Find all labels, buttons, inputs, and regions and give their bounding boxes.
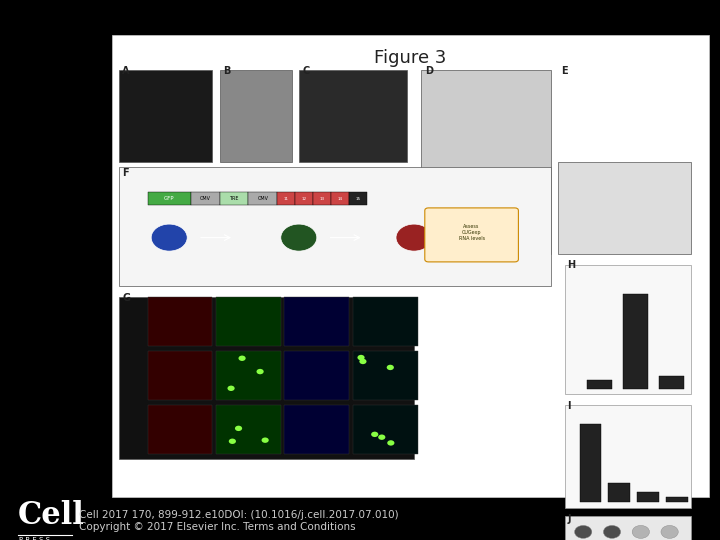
- Bar: [295, 192, 313, 205]
- Circle shape: [603, 525, 621, 538]
- Circle shape: [371, 431, 378, 437]
- Circle shape: [632, 525, 649, 538]
- Bar: [580, 424, 601, 502]
- Circle shape: [281, 224, 317, 251]
- Circle shape: [235, 426, 242, 431]
- Bar: [216, 405, 281, 454]
- Bar: [659, 376, 684, 389]
- Bar: [623, 294, 648, 389]
- Text: GFP: GFP: [164, 196, 174, 201]
- Text: 14: 14: [338, 197, 342, 201]
- Bar: [148, 297, 212, 346]
- Circle shape: [359, 359, 366, 364]
- Bar: [637, 492, 659, 502]
- Bar: [299, 70, 407, 162]
- Text: 13: 13: [319, 197, 325, 201]
- Text: A: A: [122, 66, 130, 77]
- Text: 12: 12: [301, 197, 307, 201]
- Text: Cell 2017 170, 899-912.e10DOI: (10.1016/j.cell.2017.07.010)
Copyright © 2017 Els: Cell 2017 170, 899-912.e10DOI: (10.1016/…: [79, 510, 399, 532]
- Circle shape: [387, 440, 395, 445]
- Bar: [587, 380, 612, 389]
- Text: H: H: [567, 260, 575, 271]
- Text: CMV: CMV: [257, 196, 269, 201]
- Bar: [284, 351, 349, 400]
- Circle shape: [261, 437, 269, 443]
- Text: E: E: [562, 66, 568, 77]
- Bar: [148, 192, 191, 205]
- Text: 11: 11: [284, 197, 288, 201]
- Bar: [349, 192, 367, 205]
- Text: C: C: [302, 66, 310, 77]
- Bar: [565, 405, 691, 508]
- Circle shape: [228, 386, 235, 391]
- Circle shape: [151, 224, 187, 251]
- Bar: [353, 405, 418, 454]
- Circle shape: [396, 224, 432, 251]
- Bar: [313, 192, 331, 205]
- Circle shape: [357, 355, 364, 360]
- Bar: [558, 162, 691, 254]
- Bar: [353, 297, 418, 346]
- Bar: [565, 516, 691, 540]
- Bar: [119, 297, 414, 459]
- Text: Assess
CUGexp
RNA levels: Assess CUGexp RNA levels: [459, 224, 485, 240]
- Text: D: D: [425, 66, 433, 77]
- Bar: [608, 483, 630, 502]
- Text: TRE: TRE: [229, 196, 239, 201]
- Bar: [148, 405, 212, 454]
- Bar: [191, 192, 220, 205]
- Bar: [248, 192, 277, 205]
- Text: P R E S S: P R E S S: [19, 537, 50, 540]
- Bar: [119, 167, 551, 286]
- Circle shape: [661, 525, 678, 538]
- Bar: [148, 351, 212, 400]
- Text: I: I: [567, 401, 571, 411]
- FancyBboxPatch shape: [425, 208, 518, 262]
- Circle shape: [229, 438, 236, 444]
- Bar: [119, 70, 212, 162]
- Bar: [331, 192, 349, 205]
- Text: J: J: [567, 514, 571, 524]
- Bar: [277, 192, 295, 205]
- Bar: [565, 265, 691, 394]
- Text: 15: 15: [355, 197, 361, 201]
- Circle shape: [387, 364, 394, 370]
- Bar: [284, 405, 349, 454]
- Bar: [666, 497, 688, 502]
- Text: Cell: Cell: [18, 500, 85, 530]
- Bar: [216, 297, 281, 346]
- Bar: [220, 192, 248, 205]
- Bar: [353, 351, 418, 400]
- Text: CMV: CMV: [199, 196, 211, 201]
- Bar: [421, 70, 551, 254]
- Bar: [284, 297, 349, 346]
- Bar: [220, 70, 292, 162]
- Circle shape: [256, 369, 264, 374]
- Circle shape: [575, 525, 592, 538]
- Text: B: B: [223, 66, 230, 77]
- Bar: [216, 351, 281, 400]
- Text: G: G: [122, 293, 130, 303]
- Text: Figure 3: Figure 3: [374, 49, 446, 66]
- Circle shape: [238, 355, 246, 361]
- FancyBboxPatch shape: [112, 35, 709, 497]
- Text: F: F: [122, 168, 129, 179]
- Circle shape: [378, 435, 385, 440]
